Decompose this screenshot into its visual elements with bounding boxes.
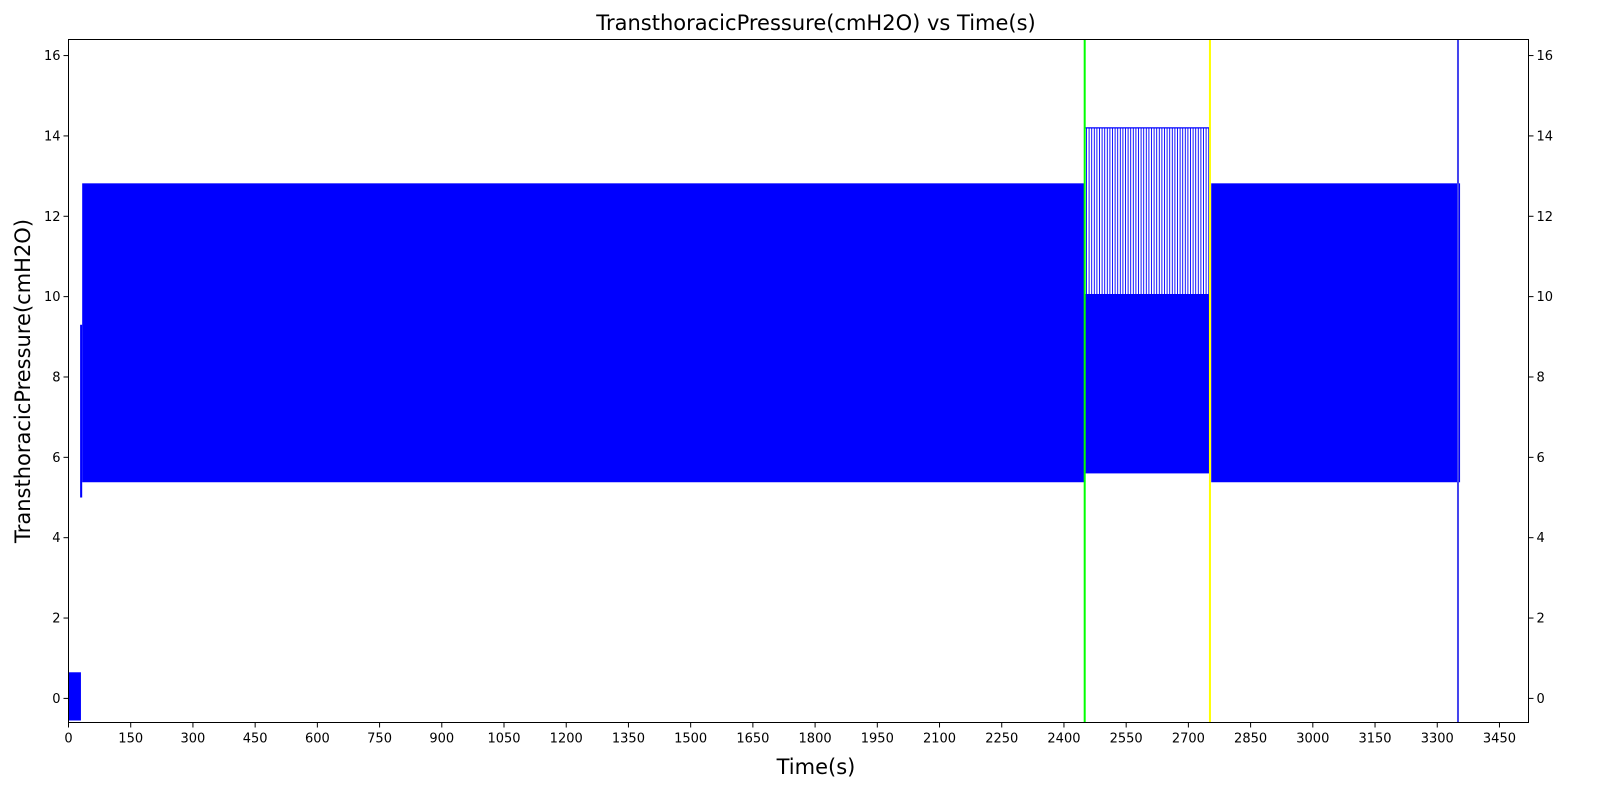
x-tick-label: 450 [243, 732, 268, 747]
y-tick-label-right: 0 [1537, 692, 1545, 707]
y-tick-label-left: 2 [52, 612, 60, 627]
x-tick-label: 150 [118, 732, 143, 747]
y-tick-label-left: 0 [52, 692, 60, 707]
y-tick-label-left: 8 [52, 370, 60, 385]
x-tick-label: 600 [305, 732, 330, 747]
x-tick-label: 3000 [1296, 732, 1329, 747]
x-tick-label: 3300 [1421, 732, 1454, 747]
x-axis: 0 150 300 450 600 750 900 1050 1200 1350 1500 1650 1… [64, 722, 1516, 747]
y-tick-label-right: 14 [1537, 129, 1554, 144]
x-tick-label: 2400 [1047, 732, 1080, 747]
y-tick-label-left: 16 [44, 49, 61, 64]
y-tick-label-left: 10 [44, 290, 61, 305]
x-tick-label: 2250 [985, 732, 1018, 747]
signal-segment-3-peaks [1085, 127, 1210, 296]
y-tick-label-right: 2 [1537, 612, 1545, 627]
y-axis-label: TransthoracicPressure(cmH2O) [11, 219, 35, 544]
signal-segment-0 [68, 672, 81, 721]
x-tick-label: 1200 [550, 732, 583, 747]
x-tick-label: 0 [64, 732, 72, 747]
signal-segment-2 [82, 183, 1085, 483]
x-tick-label: 1350 [612, 732, 645, 747]
x-tick-label: 1050 [487, 732, 520, 747]
chart-title: TransthoracicPressure(cmH2O) vs Time(s) [595, 11, 1036, 35]
x-tick-label: 900 [429, 732, 454, 747]
y-axis-left: 0 2 4 6 8 10 12 14 16 [44, 49, 69, 707]
plot-area [68, 39, 1461, 723]
x-tick-label: 1800 [799, 732, 832, 747]
y-tick-label-right: 6 [1537, 451, 1545, 466]
y-tick-label-left: 4 [52, 531, 60, 546]
y-tick-label-right: 16 [1537, 49, 1554, 64]
x-tick-label: 2850 [1234, 732, 1267, 747]
x-tick-label: 2550 [1110, 732, 1143, 747]
x-tick-label: 1500 [674, 732, 707, 747]
y-tick-label-left: 12 [44, 210, 61, 225]
y-tick-label-right: 4 [1537, 531, 1545, 546]
x-tick-label: 2100 [923, 732, 956, 747]
y-tick-label-left: 6 [52, 451, 60, 466]
x-tick-label: 1650 [736, 732, 769, 747]
y-tick-label-right: 12 [1537, 210, 1554, 225]
y-axis-right: 0 2 4 6 8 10 12 14 16 [1528, 49, 1554, 707]
plot-frame [68, 39, 1529, 723]
y-tick-label-right: 10 [1537, 290, 1554, 305]
signal-segment-3-band [1085, 294, 1210, 474]
x-tick-label: 2700 [1172, 732, 1205, 747]
x-axis-label: Time(s) [776, 755, 856, 779]
signal-segment-4 [1211, 183, 1461, 483]
y-tick-label-right: 8 [1537, 370, 1545, 385]
x-tick-label: 300 [181, 732, 206, 747]
y-tick-label-left: 14 [44, 129, 61, 144]
x-tick-label: 3450 [1483, 732, 1516, 747]
x-tick-label: 1950 [861, 732, 894, 747]
signal-segment-1 [80, 324, 83, 498]
x-tick-label: 3150 [1358, 732, 1391, 747]
x-tick-label: 750 [367, 732, 392, 747]
